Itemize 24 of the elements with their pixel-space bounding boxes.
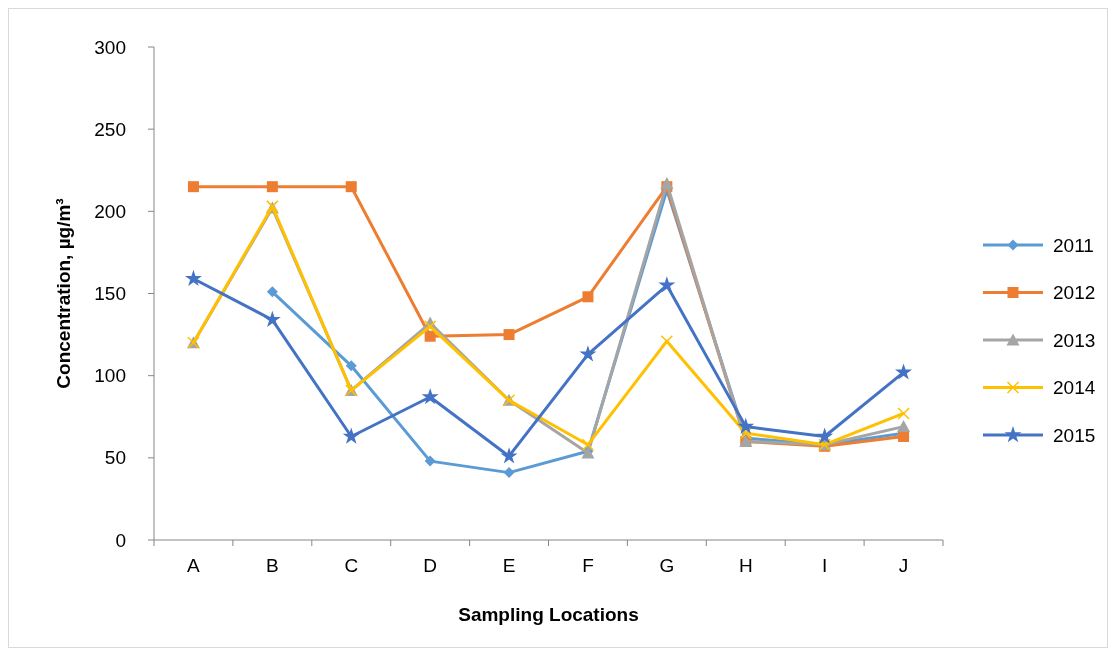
x-tick-label: H: [738, 555, 753, 576]
x-tick-label: G: [659, 555, 675, 576]
x-tick-label: B: [266, 555, 279, 576]
x-tick-label: D: [423, 555, 438, 576]
x-tick-label: C: [344, 555, 359, 576]
legend-label: 2014: [1053, 377, 1096, 399]
y-tick-label: 300: [94, 36, 126, 58]
y-tick-label: 0: [115, 529, 126, 551]
legend-label: 2012: [1053, 282, 1096, 304]
y-tick-label: 150: [94, 283, 126, 305]
y-axis-title: Concentration, µg/m³: [53, 198, 74, 389]
x-tick-label: F: [582, 555, 594, 576]
x-tick-label: E: [502, 555, 516, 576]
legend-label: 2013: [1053, 329, 1096, 351]
x-tick-label: A: [187, 555, 201, 576]
legend-label: 2015: [1053, 424, 1096, 446]
y-tick-label: 50: [104, 447, 126, 469]
x-tick-label: I: [822, 555, 828, 576]
y-tick-label: 100: [94, 365, 126, 387]
y-tick-label: 200: [94, 200, 126, 222]
legend-label: 2011: [1053, 234, 1094, 256]
y-tick-label: 250: [94, 118, 126, 140]
x-axis-title: Sampling Locations: [458, 604, 639, 625]
x-tick-label: J: [898, 555, 909, 576]
